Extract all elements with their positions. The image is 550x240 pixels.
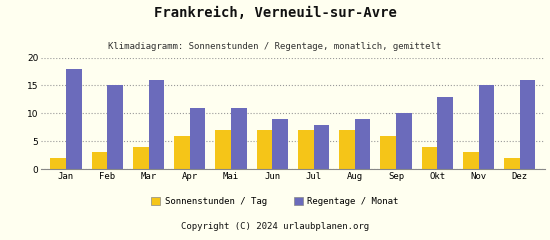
Bar [231, 108, 247, 169]
Bar [437, 97, 453, 169]
Bar [190, 108, 206, 169]
Bar [66, 69, 81, 169]
Bar [520, 80, 536, 169]
Bar [133, 147, 148, 169]
Bar [339, 130, 355, 169]
Bar [422, 147, 437, 169]
Bar [92, 152, 107, 169]
Bar [174, 136, 190, 169]
Bar [381, 136, 396, 169]
Bar [256, 130, 272, 169]
Text: Frankreich, Verneuil-sur-Avre: Frankreich, Verneuil-sur-Avre [153, 6, 397, 20]
Text: Copyright (C) 2024 urlaubplanen.org: Copyright (C) 2024 urlaubplanen.org [181, 222, 369, 231]
Bar [478, 85, 494, 169]
Bar [51, 158, 66, 169]
Text: Klimadiagramm: Sonnenstunden / Regentage, monatlich, gemittelt: Klimadiagramm: Sonnenstunden / Regentage… [108, 42, 442, 51]
Bar [148, 80, 164, 169]
Bar [396, 113, 411, 169]
Bar [272, 119, 288, 169]
Bar [463, 152, 478, 169]
Bar [107, 85, 123, 169]
Legend: Sonnenstunden / Tag, Regentage / Monat: Sonnenstunden / Tag, Regentage / Monat [150, 195, 400, 208]
Bar [314, 125, 329, 169]
Bar [355, 119, 371, 169]
Bar [298, 130, 314, 169]
Bar [504, 158, 520, 169]
Bar [216, 130, 231, 169]
